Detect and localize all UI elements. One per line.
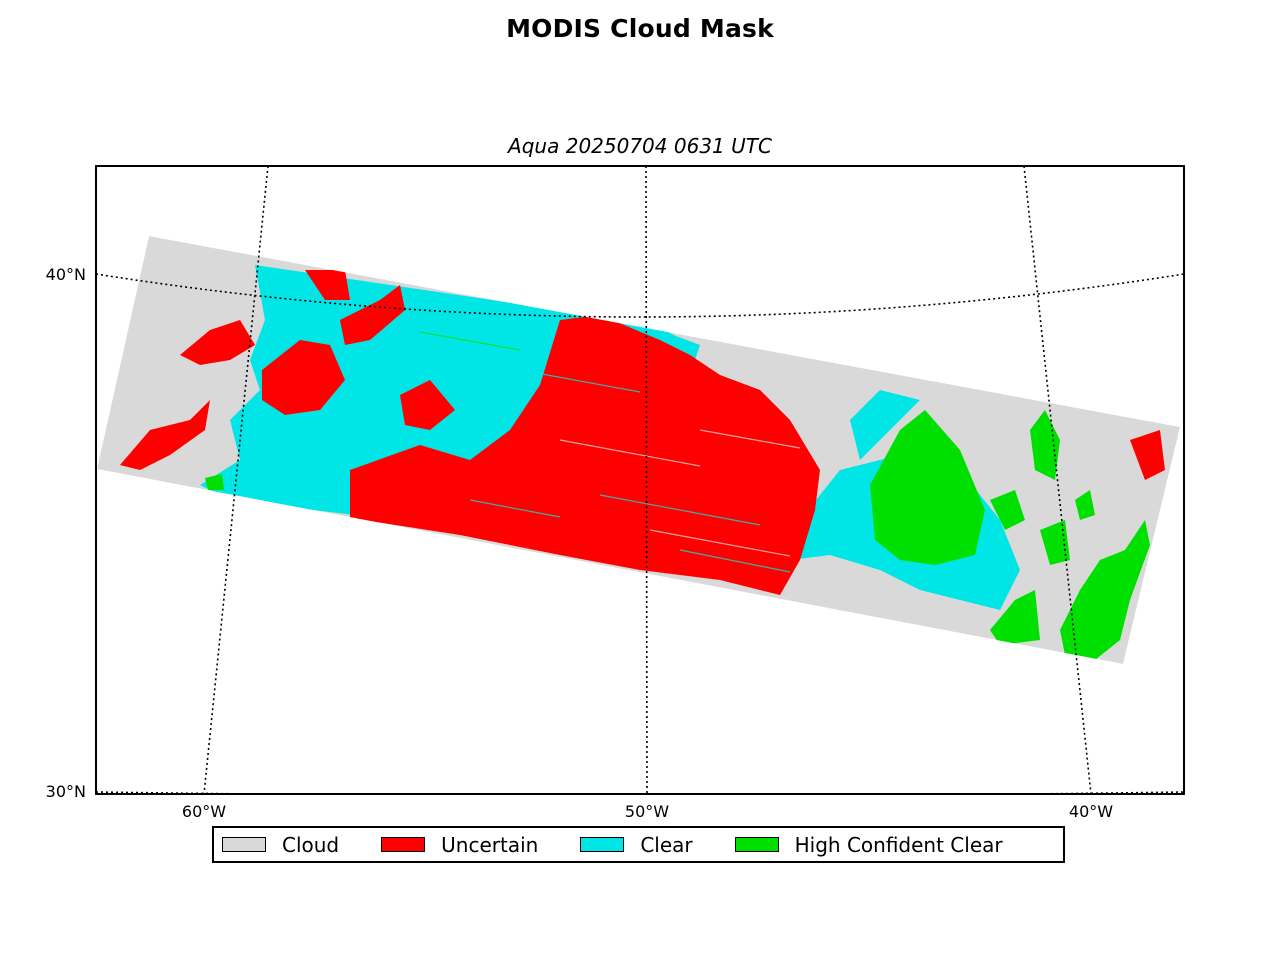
legend: Cloud Uncertain Clear High Confident Cle… xyxy=(212,826,1065,863)
legend-item-high-confident-clear: High Confident Clear xyxy=(734,832,1003,857)
legend-label-uncertain: Uncertain xyxy=(441,832,539,857)
legend-swatch-uncertain xyxy=(381,837,426,852)
legend-item-clear: Clear xyxy=(580,832,693,857)
parallel-40n xyxy=(96,273,1184,318)
cloud-mask-swath xyxy=(97,236,1180,664)
legend-swatch-clear xyxy=(580,837,625,852)
figure-title: MODIS Cloud Mask xyxy=(506,14,774,43)
legend-label-high-confident-clear: High Confident Clear xyxy=(794,832,1003,857)
lon-label-60w: 60°W xyxy=(182,802,226,821)
legend-swatch-cloud xyxy=(222,837,266,852)
map-frame xyxy=(95,165,1185,795)
swath-scan-streaks xyxy=(419,331,801,573)
lat-label-30n: 30°N xyxy=(46,782,86,801)
lon-label-40w: 40°W xyxy=(1069,802,1113,821)
legend-item-cloud: Cloud xyxy=(222,833,339,857)
lon-label-50w: 50°W xyxy=(625,802,669,821)
graticule xyxy=(96,166,1184,794)
legend-label-cloud: Cloud xyxy=(282,832,340,857)
meridian-40w xyxy=(1023,166,1092,794)
uncertain-regions xyxy=(120,270,1165,595)
meridian-60w xyxy=(203,166,269,794)
map-subtitle: Aqua 20250704 0631 UTC xyxy=(508,134,772,158)
lat-label-40n: 40°N xyxy=(46,265,86,284)
legend-swatch-high-confident-clear xyxy=(734,837,779,852)
legend-item-uncertain: Uncertain xyxy=(381,833,538,857)
legend-label-clear: Clear xyxy=(640,832,693,857)
high-confident-clear-regions xyxy=(205,410,1150,660)
